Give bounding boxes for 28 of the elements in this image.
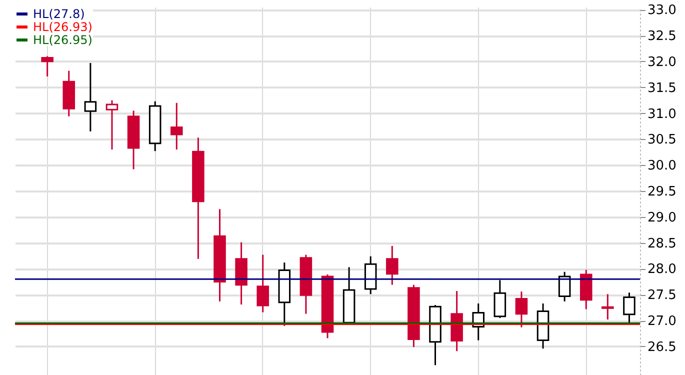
candlestick bbox=[41, 55, 54, 78]
y-tick-label: 32.0 bbox=[648, 54, 676, 70]
y-tick-label: 33.0 bbox=[648, 3, 676, 18]
y-tick-label: 27.5 bbox=[648, 288, 676, 304]
y-tick-label: 27.0 bbox=[648, 314, 676, 330]
legend-label: HL(26.93) bbox=[33, 20, 92, 34]
candlestick bbox=[84, 62, 97, 132]
y-tick-label: 28.5 bbox=[648, 236, 676, 252]
y-tick-label: 32.5 bbox=[648, 29, 676, 44]
candlestick bbox=[515, 290, 528, 328]
candlestick bbox=[558, 271, 571, 302]
y-tick-label: 30.5 bbox=[648, 132, 676, 148]
candlestick bbox=[256, 254, 269, 314]
y-tick-label: 31.5 bbox=[648, 80, 676, 96]
y-tick-label: 29.0 bbox=[648, 210, 676, 226]
candlestick bbox=[106, 100, 118, 150]
candlestick bbox=[386, 245, 398, 286]
candlestick bbox=[170, 102, 183, 150]
y-tick-label: 28.0 bbox=[648, 262, 676, 278]
y-tick-label: 26.5 bbox=[648, 340, 676, 355]
candlestick bbox=[602, 293, 614, 320]
y-tick-label: 31.0 bbox=[648, 106, 676, 122]
candlestick bbox=[494, 279, 506, 319]
candlestick bbox=[623, 292, 636, 324]
y-tick-label: 30.0 bbox=[648, 158, 676, 174]
y-tick-label: 29.5 bbox=[648, 184, 676, 200]
legend-label: HL(27.8) bbox=[33, 7, 85, 21]
legend-label: HL(26.95) bbox=[33, 33, 92, 47]
